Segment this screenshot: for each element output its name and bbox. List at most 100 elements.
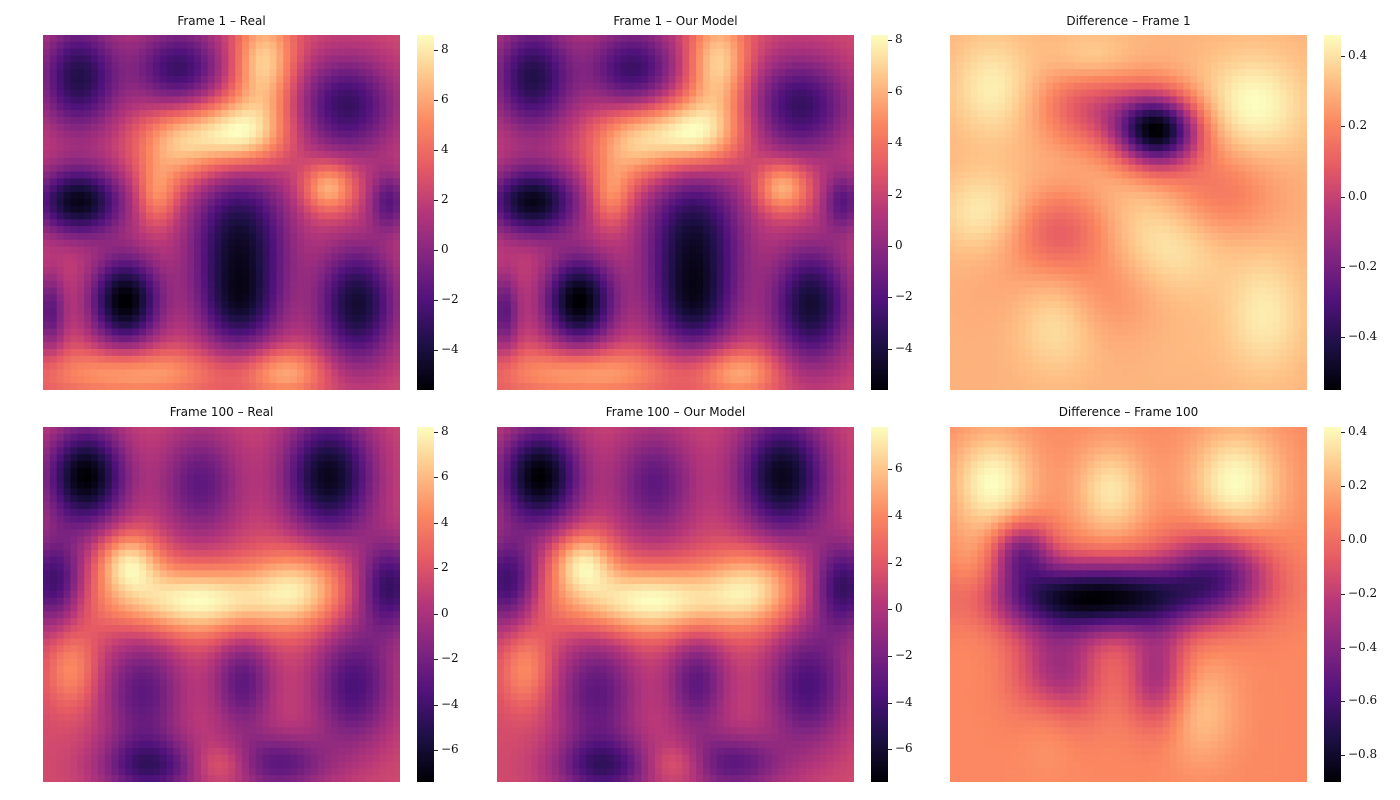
heatmap-cell bbox=[104, 328, 113, 336]
heatmap-cell bbox=[689, 294, 697, 302]
heatmap-cell bbox=[358, 103, 367, 111]
heatmap-cell bbox=[826, 321, 835, 330]
heatmap-cell bbox=[194, 48, 202, 57]
heatmap-cell bbox=[668, 328, 677, 336]
heatmap-cell bbox=[166, 280, 175, 289]
heatmap-cell bbox=[565, 246, 574, 255]
heatmap-cell bbox=[358, 130, 367, 139]
heatmap-cell bbox=[819, 69, 828, 77]
heatmap-cell bbox=[805, 110, 814, 118]
heatmap-cell bbox=[510, 171, 519, 179]
heatmap-cell bbox=[338, 89, 346, 98]
heatmap-cell bbox=[675, 69, 683, 77]
heatmap-cell bbox=[297, 123, 305, 132]
heatmap-cell bbox=[819, 226, 828, 234]
heatmap-cell bbox=[303, 273, 312, 282]
heatmap-cell bbox=[221, 219, 229, 227]
heatmap-cell bbox=[634, 185, 642, 193]
heatmap-cell bbox=[565, 123, 574, 132]
heatmap-cell bbox=[634, 178, 642, 186]
heatmap-cell bbox=[709, 103, 718, 111]
heatmap-cell bbox=[771, 171, 780, 179]
heatmap-cell bbox=[702, 192, 711, 200]
heatmap-cell bbox=[297, 185, 305, 193]
heatmap-cell bbox=[63, 246, 72, 255]
heatmap-cell bbox=[730, 130, 738, 139]
heatmap-cell bbox=[372, 308, 381, 316]
heatmap-cell bbox=[77, 164, 85, 173]
heatmap-cell bbox=[269, 260, 278, 268]
heatmap-cell bbox=[331, 219, 339, 227]
heatmap-cell bbox=[207, 349, 216, 357]
heatmap-cell bbox=[345, 82, 353, 91]
heatmap-cell bbox=[593, 123, 601, 132]
heatmap-cell bbox=[393, 130, 400, 139]
heatmap-cell bbox=[276, 369, 284, 377]
heatmap-cell bbox=[654, 178, 663, 186]
heatmap-cell bbox=[393, 41, 400, 50]
heatmap-cell bbox=[751, 219, 759, 227]
heatmap-cell bbox=[235, 246, 243, 255]
heatmap-cell bbox=[764, 198, 773, 207]
heatmap-cell bbox=[379, 69, 387, 77]
heatmap-cell bbox=[255, 212, 264, 220]
heatmap-cell bbox=[682, 314, 690, 323]
heatmap-cell bbox=[572, 171, 580, 179]
heatmap-cell bbox=[297, 75, 305, 84]
heatmap-cell bbox=[606, 110, 615, 118]
heatmap-cell bbox=[194, 273, 202, 282]
heatmap-cell bbox=[365, 308, 374, 316]
heatmap-cell bbox=[262, 75, 271, 84]
heatmap-cell bbox=[586, 287, 594, 296]
heatmap-cell bbox=[180, 355, 188, 364]
heatmap-cell bbox=[159, 69, 168, 77]
heatmap-cell bbox=[77, 369, 85, 377]
heatmap-cell bbox=[689, 48, 697, 57]
heatmap-cell bbox=[833, 55, 841, 63]
heatmap-cell bbox=[593, 103, 601, 111]
heatmap-cell bbox=[248, 164, 257, 173]
heatmap-cell bbox=[276, 267, 284, 275]
heatmap-cell bbox=[551, 137, 560, 145]
heatmap-cell bbox=[819, 246, 828, 255]
heatmap-cell bbox=[104, 267, 113, 275]
heatmap-cell bbox=[723, 226, 732, 234]
heatmap-cell bbox=[730, 116, 738, 125]
heatmap-cell bbox=[228, 137, 236, 145]
heatmap-cell bbox=[345, 321, 353, 330]
heatmap-cell bbox=[826, 123, 835, 132]
heatmap-cell bbox=[166, 123, 175, 132]
heatmap-cell bbox=[613, 226, 622, 234]
heatmap-cell bbox=[531, 157, 539, 166]
heatmap-cell bbox=[613, 267, 622, 275]
heatmap-cell bbox=[696, 219, 704, 227]
heatmap-cell bbox=[510, 226, 519, 234]
heatmap-cell bbox=[111, 376, 120, 384]
heatmap-cell bbox=[214, 69, 223, 77]
heatmap-cell bbox=[847, 144, 854, 152]
heatmap-cell bbox=[91, 232, 99, 241]
heatmap-cell bbox=[799, 171, 807, 179]
heatmap-cell bbox=[764, 103, 773, 111]
heatmap-cell bbox=[97, 287, 106, 296]
heatmap-cell bbox=[826, 82, 835, 91]
heatmap-cell bbox=[242, 321, 250, 330]
heatmap-cell bbox=[290, 96, 298, 104]
heatmap-cell bbox=[180, 253, 188, 261]
heatmap-cell bbox=[221, 246, 229, 255]
heatmap-cell bbox=[696, 205, 704, 214]
heatmap-cell bbox=[297, 110, 305, 118]
heatmap-cell bbox=[648, 96, 656, 104]
heatmap-cell bbox=[517, 321, 526, 330]
heatmap-cell bbox=[757, 308, 766, 316]
heatmap-cell bbox=[785, 116, 793, 125]
heatmap-cell bbox=[730, 253, 738, 261]
heatmap-cell bbox=[331, 314, 339, 323]
tick-mark bbox=[434, 100, 438, 101]
heatmap-cell bbox=[104, 151, 113, 159]
heatmap-cell bbox=[84, 342, 92, 350]
heatmap-cell bbox=[812, 62, 821, 70]
heatmap-cell bbox=[228, 178, 236, 186]
heatmap-cell bbox=[358, 239, 367, 248]
heatmap-cell bbox=[276, 41, 284, 50]
